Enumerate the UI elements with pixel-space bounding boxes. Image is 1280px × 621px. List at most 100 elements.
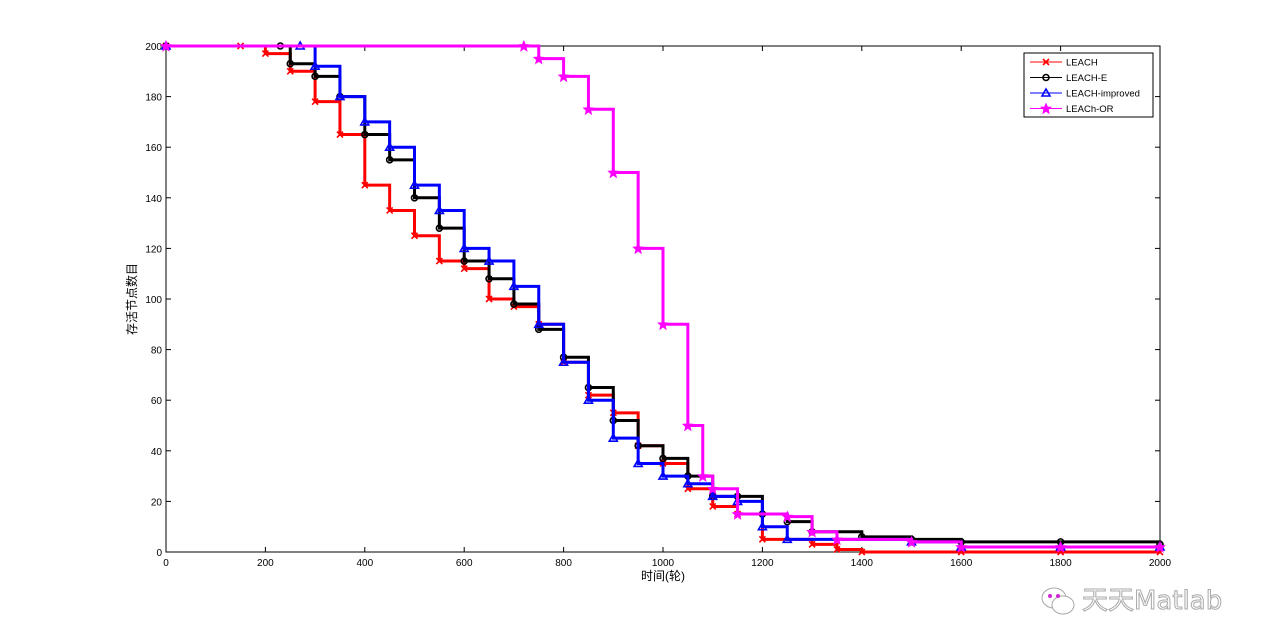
data-point-star xyxy=(781,510,794,523)
x-tick-label: 600 xyxy=(456,558,473,569)
series-line xyxy=(166,44,1160,549)
y-tick-label: 20 xyxy=(151,497,163,508)
x-tick-label: 800 xyxy=(555,558,572,569)
data-point-x xyxy=(485,295,493,303)
legend: LEACH LEACH-E LEACH-improved LEACh-OR xyxy=(1023,52,1154,118)
data-point-star xyxy=(696,470,709,482)
data-point-o xyxy=(410,194,419,202)
legend-label: LEACH-improved xyxy=(1066,89,1140,100)
data-point-triangle xyxy=(309,60,321,71)
data-point-triangle xyxy=(707,490,719,501)
x-tick-label: 0 xyxy=(163,558,169,569)
x-tick-label: 1600 xyxy=(950,558,973,569)
x-tick-label: 1800 xyxy=(1049,558,1072,569)
data-point-triangle xyxy=(657,470,669,480)
data-point-o xyxy=(510,300,518,308)
data-point-star xyxy=(831,533,843,546)
x-tick-label: 400 xyxy=(356,558,373,569)
data-point-o xyxy=(286,59,295,68)
y-tick-label: 180 xyxy=(145,93,162,104)
x-tick-label: 1200 xyxy=(751,558,774,569)
y-axis-label: 存活节点数目 xyxy=(124,263,139,335)
data-point-triangle xyxy=(483,255,495,265)
data-point-o xyxy=(659,454,667,463)
data-point-x xyxy=(386,206,394,215)
y-tick-label: 0 xyxy=(156,548,162,559)
legend-box xyxy=(1023,52,1154,118)
data-point-star xyxy=(532,52,545,65)
y-tick-label: 100 xyxy=(145,295,162,306)
y-tick-label: 140 xyxy=(145,194,162,205)
x-axis-label: 时间(轮) xyxy=(641,569,685,583)
data-point-triangle xyxy=(757,521,768,531)
data-point-x xyxy=(709,502,717,511)
data-point-star xyxy=(731,508,744,520)
data-point-x xyxy=(410,232,419,240)
legend-item: LEACH-improved xyxy=(1030,87,1140,100)
y-tick-label: 200 xyxy=(145,42,162,53)
data-point-x xyxy=(286,67,294,75)
data-point-x xyxy=(758,535,766,543)
legend-label: LEACH-E xyxy=(1066,73,1107,84)
data-point-x xyxy=(460,265,468,273)
data-point-x xyxy=(858,548,866,556)
data-point-star xyxy=(517,39,530,52)
data-point-o xyxy=(485,274,493,283)
y-tick-label: 40 xyxy=(151,447,163,458)
data-point-x xyxy=(808,540,816,548)
data-point-o xyxy=(1042,73,1050,82)
data-point-triangle xyxy=(409,179,420,189)
data-point-x xyxy=(336,130,344,139)
watermark: 天天Matlab xyxy=(1040,586,1223,617)
data-point-triangle xyxy=(508,280,520,291)
data-point-star xyxy=(706,482,719,495)
watermark-text: 天天Matlab xyxy=(1081,586,1223,617)
x-tick-label: 1000 xyxy=(652,558,675,569)
data-point-star xyxy=(1040,102,1052,115)
data-point-star xyxy=(657,318,669,331)
data-point-x xyxy=(361,181,369,189)
x-tick-label: 1400 xyxy=(851,558,874,569)
data-point-triangle xyxy=(1040,87,1052,97)
data-point-triangle xyxy=(682,478,694,488)
data-point-x xyxy=(435,257,443,265)
x-tick-label: 200 xyxy=(257,558,274,569)
legend-label: LEACh-OR xyxy=(1066,104,1114,115)
data-point-x xyxy=(1042,58,1050,66)
data-point-o xyxy=(311,72,319,81)
y-tick-label: 120 xyxy=(145,244,162,255)
x-tick-label: 2000 xyxy=(1149,558,1172,569)
series-line xyxy=(166,44,1160,549)
data-point-x xyxy=(311,98,319,106)
data-point-triangle xyxy=(334,90,346,101)
series-LEACh-OR xyxy=(160,39,1166,553)
data-point-star xyxy=(557,70,570,83)
data-point-star xyxy=(681,419,694,432)
wechat-icon xyxy=(1041,587,1075,615)
data-point-o xyxy=(460,257,469,265)
data-point-star xyxy=(582,103,595,116)
data-point-x xyxy=(833,545,841,554)
data-point-o xyxy=(385,156,394,164)
data-point-star xyxy=(806,525,819,538)
data-point-triangle xyxy=(607,432,619,442)
data-point-triangle xyxy=(359,116,371,126)
data-point-star xyxy=(607,166,620,179)
data-point-triangle xyxy=(781,533,793,544)
data-point-triangle xyxy=(458,242,470,253)
data-point-triangle xyxy=(583,394,594,404)
y-tick-label: 160 xyxy=(145,143,162,154)
data-point-x xyxy=(261,50,269,58)
data-point-o xyxy=(435,224,444,232)
y-tick-label: 60 xyxy=(151,396,163,407)
legend-item: LEACh-OR xyxy=(1030,102,1114,115)
y-tick-label: 80 xyxy=(151,346,163,357)
data-point-star xyxy=(905,535,918,548)
data-point-o xyxy=(534,325,543,334)
data-point-star xyxy=(1154,540,1166,553)
legend-item: LEACH-E xyxy=(1030,73,1107,84)
legend-item: LEACH xyxy=(1030,58,1098,69)
legend-label: LEACH xyxy=(1066,58,1098,69)
data-point-triangle xyxy=(384,141,396,151)
